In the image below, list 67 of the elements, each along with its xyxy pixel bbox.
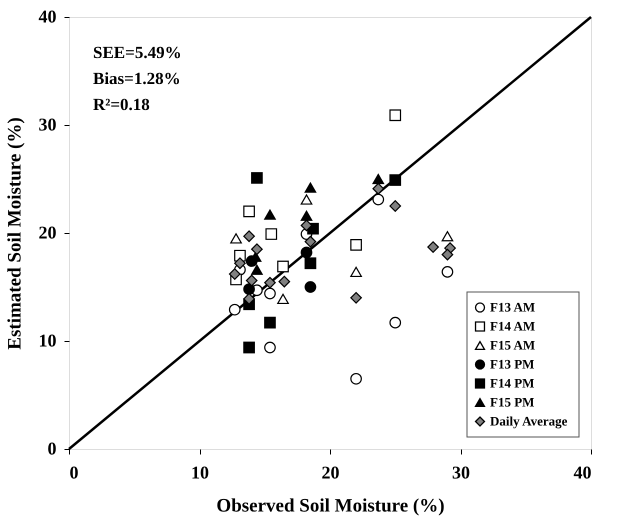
point [243,206,255,218]
point [350,266,362,278]
point [264,210,276,220]
x-tick-label: 40 [574,462,592,482]
point [372,182,384,195]
legend-label: F15 AM [490,338,536,352]
point [389,316,402,328]
point [304,182,316,193]
point [264,276,276,289]
y-tick-label: 10 [38,330,56,350]
y-tick-label: 40 [38,6,56,26]
legend-label: F14 AM [490,318,536,334]
x-tick-label: 10 [191,462,209,482]
point [234,257,246,270]
point [246,274,258,286]
point [442,248,454,260]
point [251,264,263,275]
legend-label: F13 AM [490,300,536,314]
point [389,200,402,212]
point [243,230,255,242]
point [304,257,316,270]
point [228,268,241,280]
point [278,276,290,288]
legend-label: Daily Average [490,414,568,428]
point [300,220,312,232]
x-axis-title: Observed Soil Moisture (%) [216,496,445,516]
legend-label: F13 PM [490,356,534,372]
point [304,236,316,248]
point [243,283,255,295]
point [243,293,255,305]
point [350,239,362,251]
point [442,266,454,278]
annotation: R²=0.18 [93,95,150,114]
point [300,246,312,258]
point [251,243,263,256]
point [243,342,255,354]
annotation: Bias=1.28% [93,69,181,88]
point [389,109,402,122]
point [251,172,263,184]
point [442,231,454,242]
point [264,342,276,354]
y-axis-title: Estimated Soil Moisture (%) [4,117,26,350]
point [372,174,384,184]
point [300,194,312,205]
point [350,372,362,385]
point [264,316,276,328]
legend-label: F15 PM [490,394,534,410]
point [264,288,276,300]
point [304,281,316,293]
point [228,304,241,316]
x-tick-label: 20 [322,462,340,482]
point [230,233,242,244]
legend-label: F14 PM [490,376,534,390]
point [427,241,439,253]
x-tick-label: 30 [452,462,470,482]
point [389,174,402,186]
y-tick-label: 20 [38,222,56,242]
y-tick-label: 0 [48,438,56,458]
point [300,210,312,221]
point [350,292,362,304]
x-tick-label: 0 [70,462,78,482]
y-tick-label: 30 [38,114,56,134]
annotation: SEE=5.49% [93,43,182,62]
point [372,194,384,206]
point [265,228,278,240]
point [277,260,289,272]
point [277,294,289,304]
